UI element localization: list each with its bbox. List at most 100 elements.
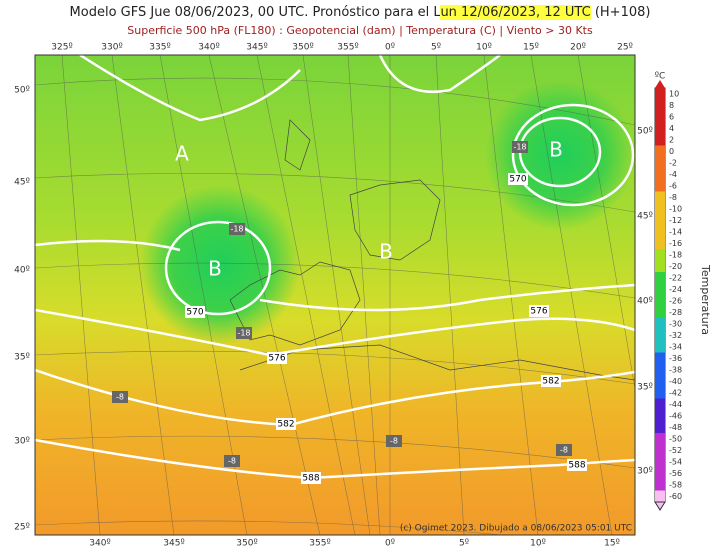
colorbar-label: -14 (669, 227, 682, 236)
left-lat-label: 50º (14, 86, 30, 96)
colorbar-label: -18 (669, 250, 682, 259)
temperature-label-box (556, 444, 572, 456)
map-frame (34, 54, 636, 536)
colorbar-label: -8 (669, 193, 677, 202)
low-area (140, 185, 300, 345)
colorbar-segment (655, 237, 665, 250)
temperature-label: -18 (237, 329, 250, 338)
colorbar-label: -24 (669, 285, 682, 294)
top-lon-label: 335º (149, 43, 170, 53)
colorbar-segment (655, 272, 665, 284)
colorbar-segment (655, 456, 665, 468)
pressure-center: A (175, 142, 189, 166)
top-lon-label: 340º (198, 43, 219, 53)
bottom-lon-label: 15º (604, 539, 620, 549)
colorbar-segment (655, 111, 665, 123)
colorbar-label: -12 (669, 216, 682, 225)
colorbar-segment (655, 387, 665, 399)
colorbar-label: -54 (669, 457, 682, 466)
temperature-label: -8 (228, 457, 236, 466)
subtitle: Superficie 500 hPa (FL180) : Geopotencia… (127, 24, 593, 37)
temperature-label: -8 (390, 437, 398, 446)
bottom-lon-label: 350º (236, 539, 257, 549)
colorbar-segment (655, 283, 665, 296)
colorbar-label: -46 (669, 411, 682, 420)
colorbar-segment (655, 249, 665, 261)
colorbar-segment (655, 490, 665, 503)
top-lon-label: 325º (51, 43, 72, 53)
colorbar-arrow (655, 80, 665, 88)
colorbar-segment (655, 214, 665, 227)
contour-label: 588 (568, 461, 585, 471)
colorbar-label: -10 (669, 204, 682, 213)
contour-label-box (185, 306, 205, 318)
colorbar-label: -58 (669, 480, 682, 489)
colorbar-segment (655, 145, 665, 158)
bottom-lon-label: 340º (89, 539, 110, 549)
title-part: Modelo GFS Jue 08/06/2023, 00 UTC. Pronó… (69, 5, 441, 20)
title-part: (H+108) (594, 5, 651, 20)
top-lon-label: 5º (431, 43, 441, 53)
colorbar-label: -30 (669, 319, 682, 328)
colorbar-segment (655, 329, 665, 342)
right-lat-label: 40º (637, 297, 653, 307)
colorbar-segment (655, 295, 665, 307)
colorbar-label: -34 (669, 342, 682, 351)
temperature-label: -8 (116, 393, 124, 402)
colorbar-segment (655, 318, 665, 330)
colorbar-segment (655, 421, 665, 434)
contour-label: 582 (277, 420, 294, 430)
map-area (35, 55, 635, 535)
contour-label-box (276, 418, 296, 430)
colorbar-label: -38 (669, 365, 682, 374)
top-lon-label: 0º (385, 43, 395, 53)
colorbar-label: -2 (669, 158, 677, 167)
temperature-label-box (386, 435, 402, 447)
left-lat-label: 35º (14, 353, 30, 363)
colorbar-segment (655, 433, 665, 445)
right-lat-label: 45º (637, 212, 653, 222)
colorbar-label: -60 (669, 492, 682, 501)
colorbar-label: -6 (669, 181, 677, 190)
contour-label-box (541, 375, 561, 387)
contour-label-box (567, 459, 587, 471)
colorbar-label: -44 (669, 400, 682, 409)
colorbar-segment (655, 99, 665, 112)
colorbar-label: -56 (669, 469, 682, 478)
contour-label-box (267, 352, 287, 364)
pressure-center: B (549, 138, 563, 162)
bottom-lon-label: 0º (385, 539, 395, 549)
contour-label: 570 (509, 175, 526, 185)
colorbar-segment (655, 203, 665, 215)
bottom-lon-label: 345º (163, 539, 184, 549)
top-lon-label: 345º (246, 43, 267, 53)
right-lat-label: 50º (637, 127, 653, 137)
colorbar-label: 8 (669, 101, 674, 110)
colorbar-label: -48 (669, 423, 682, 432)
colorbar-segment (655, 479, 665, 491)
colorbar-segment (655, 157, 665, 169)
colorbar-label: 10 (669, 89, 679, 98)
colorbar-segment (655, 444, 665, 457)
pressure-center: B (208, 257, 222, 281)
credit: (c) Ogimet 2023. Dibujado a 08/06/2023 0… (400, 524, 632, 534)
contour-label-box (301, 472, 321, 484)
colorbar-segment (655, 398, 665, 411)
colorbar-segment (655, 375, 665, 388)
right-lat-label: 30º (637, 467, 653, 477)
colorbar-label: -36 (669, 354, 682, 363)
bottom-lon-label: 355º (309, 539, 330, 549)
colorbar-segment (655, 364, 665, 376)
left-lat-label: 40º (14, 266, 30, 276)
contour-label: 582 (542, 377, 559, 387)
contour-label-box (508, 173, 528, 185)
colorbar-label: -52 (669, 446, 682, 455)
colorbar-label: -28 (669, 308, 682, 317)
colorbar-label: -42 (669, 388, 682, 397)
contour-label: 576 (530, 307, 547, 317)
colorbar-label: 6 (669, 112, 674, 121)
temperature-label: -18 (513, 143, 526, 152)
top-lon-label: 350º (292, 43, 313, 53)
